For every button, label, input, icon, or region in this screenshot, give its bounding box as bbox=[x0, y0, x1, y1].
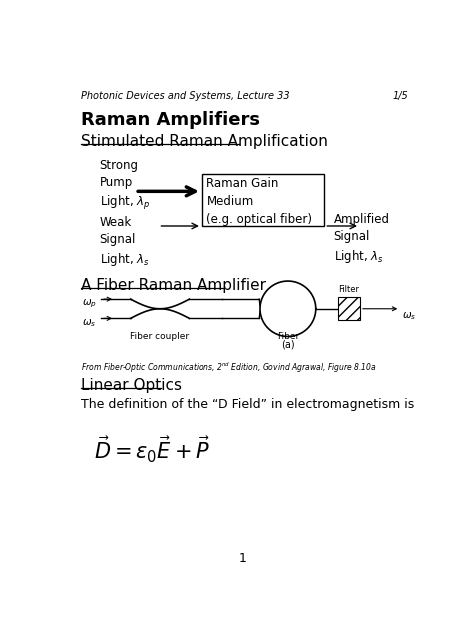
Bar bbox=[338, 297, 360, 320]
Text: Weak
Signal
Light, $\lambda_s$: Weak Signal Light, $\lambda_s$ bbox=[100, 216, 149, 268]
Text: Raman Amplifiers: Raman Amplifiers bbox=[81, 111, 260, 130]
Text: Raman Gain
Medium
(e.g. optical fiber): Raman Gain Medium (e.g. optical fiber) bbox=[207, 178, 312, 226]
Text: 1: 1 bbox=[239, 552, 247, 565]
Text: Amplified
Signal
Light, $\lambda_s$: Amplified Signal Light, $\lambda_s$ bbox=[334, 213, 390, 265]
Text: Filter: Filter bbox=[338, 285, 360, 294]
Text: A Fiber Raman Amplifier: A Fiber Raman Amplifier bbox=[81, 277, 266, 293]
Text: From Fiber-Optic Communications, 2$^{nd}$ Edition, Govind Agrawal, Figure 8.10a: From Fiber-Optic Communications, 2$^{nd}… bbox=[81, 361, 377, 375]
Text: Fiber: Fiber bbox=[277, 332, 299, 341]
Text: 1/5: 1/5 bbox=[392, 91, 408, 101]
Text: Stimulated Raman Amplification: Stimulated Raman Amplification bbox=[81, 135, 328, 149]
Text: Linear Optics: Linear Optics bbox=[81, 378, 182, 392]
Text: The definition of the “D Field” in electromagnetism is: The definition of the “D Field” in elect… bbox=[81, 398, 414, 411]
Text: Fiber coupler: Fiber coupler bbox=[130, 332, 190, 341]
Text: Photonic Devices and Systems, Lecture 33: Photonic Devices and Systems, Lecture 33 bbox=[81, 91, 290, 101]
Bar bbox=[202, 174, 324, 226]
Text: (a): (a) bbox=[281, 339, 295, 349]
Text: $\vec{D} = \varepsilon_0\vec{E} + \vec{P}$: $\vec{D} = \varepsilon_0\vec{E} + \vec{P… bbox=[94, 435, 210, 465]
Text: $\omega_p$: $\omega_p$ bbox=[82, 298, 98, 310]
Text: $\omega_s$: $\omega_s$ bbox=[402, 310, 416, 322]
Text: Strong
Pump
Light, $\lambda_p$: Strong Pump Light, $\lambda_p$ bbox=[100, 159, 150, 212]
Text: $\omega_s$: $\omega_s$ bbox=[82, 317, 97, 329]
